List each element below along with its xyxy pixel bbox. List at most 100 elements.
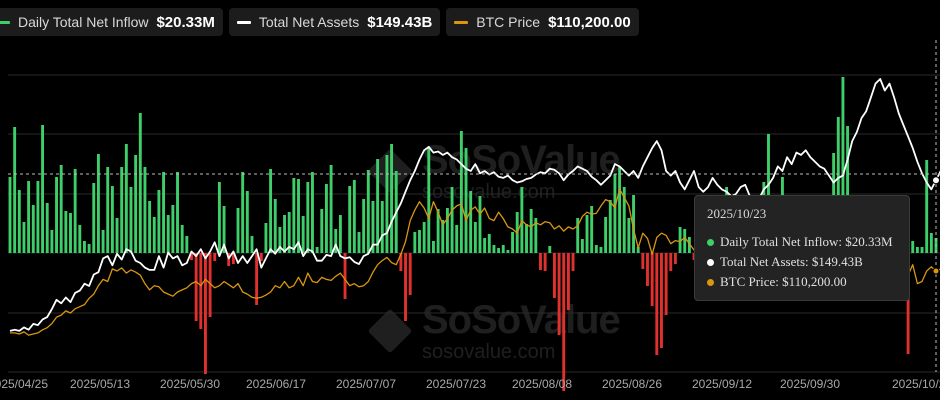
- inflow-bar: [371, 201, 375, 253]
- legend-value-net-assets: $149.43B: [367, 13, 433, 31]
- inflow-bar: [534, 218, 538, 253]
- inflow-bar: [436, 209, 440, 253]
- inflow-bar: [506, 250, 510, 253]
- inflow-bar: [176, 172, 179, 253]
- inflow-bar: [8, 177, 12, 253]
- inflow-bar: [208, 253, 212, 317]
- inflow-bar: [231, 253, 235, 264]
- inflow-bar: [273, 199, 277, 253]
- inflow-bar: [585, 215, 589, 253]
- inflow-bar: [552, 253, 556, 298]
- inflow-bar: [157, 190, 161, 253]
- inflow-bar: [422, 222, 426, 253]
- inflow-bar: [287, 212, 291, 253]
- inflow-bar: [599, 247, 603, 253]
- inflow-bar: [469, 191, 473, 253]
- inflow-bar: [324, 184, 328, 253]
- inflow-bar: [660, 253, 663, 348]
- inflow-bar: [292, 178, 296, 253]
- btc-price-marker: [932, 267, 940, 275]
- total-net-assets-line: [9, 78, 940, 332]
- inflow-bar: [124, 144, 128, 253]
- inflow-bar: [357, 232, 361, 253]
- inflow-bar: [329, 165, 333, 253]
- inflow-bar: [432, 241, 435, 253]
- inflow-bar: [180, 225, 184, 253]
- x-axis-ticks: 2025/04/25 2025/05/13 2025/05/30 2025/06/17…: [0, 377, 940, 391]
- x-tick-label: 2025/07/23: [426, 377, 486, 391]
- inflow-bar: [669, 253, 673, 271]
- inflow-bar: [166, 215, 170, 253]
- inflow-bar: [590, 206, 594, 253]
- inflow-bar: [376, 159, 380, 253]
- inflow-bar: [190, 253, 193, 260]
- inflow-bar: [413, 232, 417, 253]
- inflow-bar: [841, 77, 845, 253]
- inflow-bar: [473, 222, 477, 253]
- inflow-bar: [348, 186, 352, 253]
- legend-label-net-assets: Total Net Assets: [258, 14, 360, 30]
- inflow-bar: [259, 253, 263, 261]
- inflow-bar: [548, 246, 552, 253]
- inflow-bar: [529, 209, 533, 253]
- watermark-name: SoSoValue: [422, 138, 621, 182]
- inflow-bar: [203, 253, 207, 374]
- inflow-bar: [283, 215, 286, 253]
- inflow-bar: [241, 172, 245, 253]
- inflow-bar: [320, 209, 324, 253]
- legend-value-daily-inflow: $20.33M: [156, 13, 215, 31]
- inflow-bar: [236, 208, 240, 253]
- inflow-bar: [501, 245, 505, 253]
- inflow-bar: [632, 195, 635, 253]
- x-tick-label: 2025/08/08: [512, 377, 572, 391]
- tooltip-row-btc-price: BTC Price: $110,200.00: [707, 272, 897, 292]
- tooltip-row-net-assets: Total Net Assets: $149.43B: [707, 252, 897, 272]
- inflow-bar: [673, 253, 677, 264]
- inflow-bar: [455, 225, 459, 253]
- legend-swatch-net-assets: [236, 20, 251, 24]
- x-tick-label: 2025/04/25: [0, 377, 48, 391]
- inflow-bar: [222, 206, 226, 253]
- inflow-bar: [83, 241, 86, 253]
- tooltip-dot-net-assets: [707, 258, 714, 266]
- inflow-bar: [64, 211, 68, 253]
- inflow-bar: [571, 253, 575, 271]
- inflow-bar: [418, 230, 421, 253]
- inflow-bar: [13, 127, 17, 253]
- inflow-bar: [608, 200, 612, 253]
- inflow-bar: [664, 253, 668, 315]
- inflow-bar: [478, 196, 482, 253]
- inflow-bar: [27, 181, 31, 253]
- inflow-bar: [87, 244, 91, 253]
- inflow-bar: [539, 253, 542, 270]
- inflow-bar: [143, 167, 147, 253]
- legend-label-btc-price: BTC Price: [476, 14, 541, 30]
- inflow-bar: [646, 253, 649, 286]
- inflow-bar: [120, 167, 124, 253]
- tooltip-text-btc-price: BTC Price: $110,200.00: [720, 274, 847, 289]
- legend-label-daily-inflow: Daily Total Net Inflow: [18, 14, 149, 30]
- inflow-bar: [622, 187, 626, 253]
- inflow-bar: [101, 230, 105, 253]
- inflow-bar: [604, 217, 608, 253]
- inflow-bar: [846, 126, 850, 253]
- inflow-bar: [250, 236, 254, 253]
- legend-item-net-assets[interactable]: Total Net Assets $149.43B: [228, 8, 441, 36]
- inflow-bar: [110, 186, 114, 253]
- inflow-bar: [185, 236, 189, 253]
- inflow-bar: [264, 223, 268, 253]
- inflow-bar: [352, 180, 356, 253]
- x-tick-label: 2025/05/13: [70, 377, 130, 391]
- inflow-bar: [17, 190, 21, 253]
- inflow-bar: [148, 201, 152, 253]
- inflow-bar: [562, 253, 566, 391]
- legend-item-daily-inflow[interactable]: Daily Total Net Inflow $20.33M: [0, 8, 223, 36]
- legend-item-btc-price[interactable]: BTC Price $110,200.00: [446, 8, 639, 36]
- inflow-bar: [929, 233, 933, 253]
- inflow-bar: [171, 205, 175, 253]
- inflow-bar: [920, 247, 924, 253]
- inflow-bar: [836, 117, 840, 253]
- inflow-bar: [245, 191, 249, 253]
- inflow-bar: [557, 253, 561, 335]
